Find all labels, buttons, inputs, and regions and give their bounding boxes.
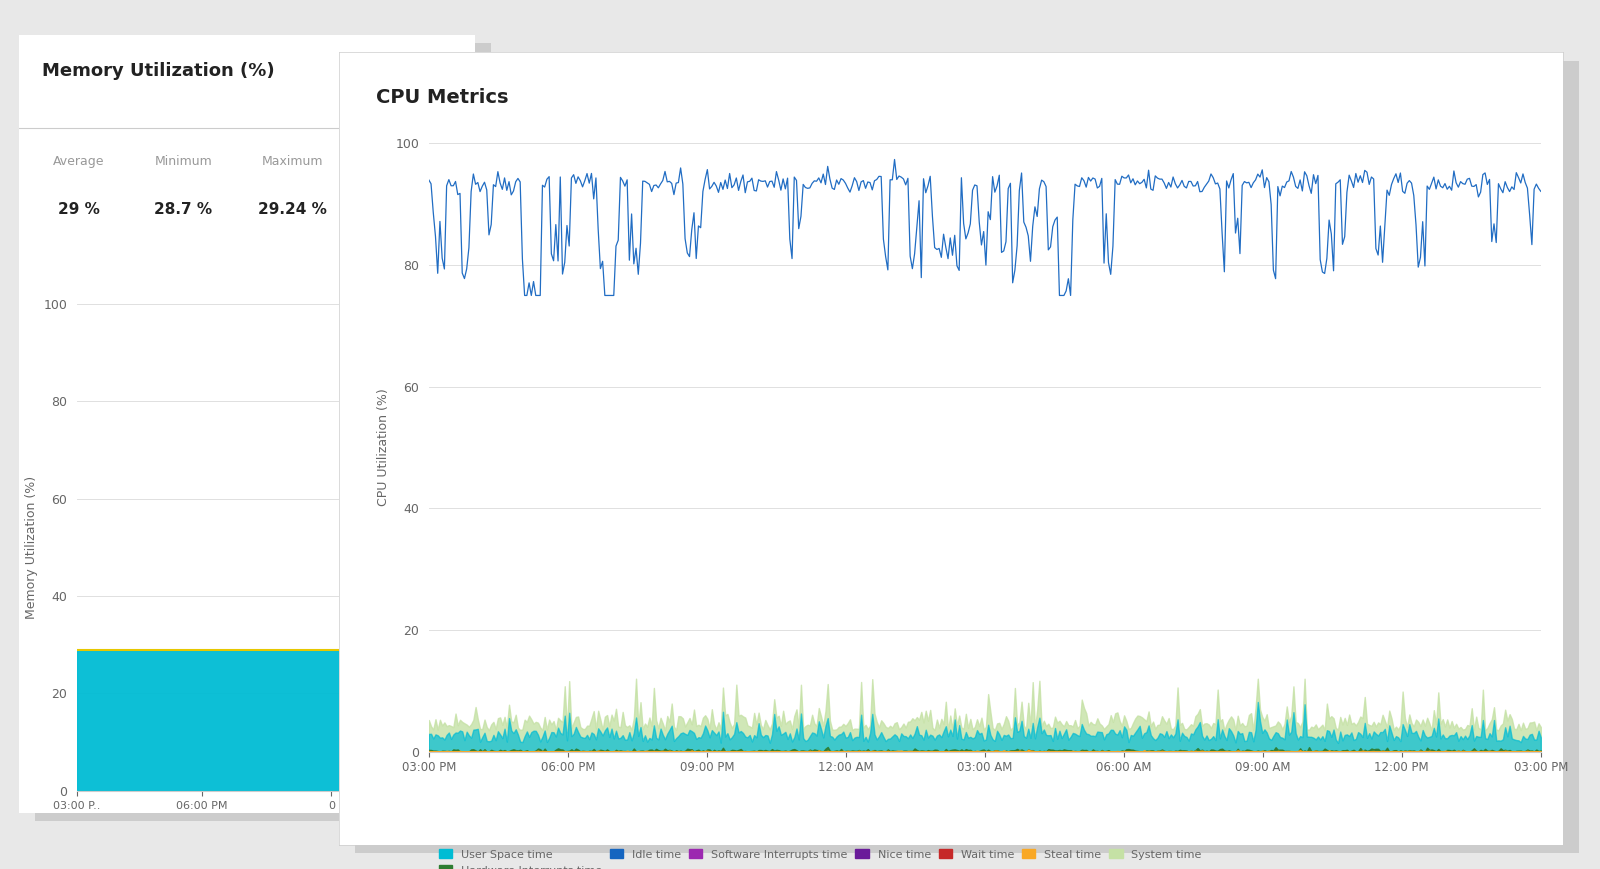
Text: 28.97 %: 28.97 % bbox=[358, 202, 427, 217]
Text: Memory Utilization (%): Memory Utilization (%) bbox=[42, 62, 275, 80]
Y-axis label: CPU Utilization (%): CPU Utilization (%) bbox=[376, 388, 390, 507]
Text: 28.7 %: 28.7 % bbox=[154, 202, 213, 217]
Text: Maximum: Maximum bbox=[262, 156, 323, 169]
Legend: User Space time, Hardware Interrupts time, Idle time, Software Interrupts time, : User Space time, Hardware Interrupts tim… bbox=[434, 845, 1206, 869]
Text: Minimum: Minimum bbox=[155, 156, 213, 169]
Text: Average: Average bbox=[53, 156, 104, 169]
Text: CPU Metrics: CPU Metrics bbox=[376, 88, 509, 107]
Y-axis label: Memory Utilization (%): Memory Utilization (%) bbox=[24, 476, 38, 619]
Text: 29.24 %: 29.24 % bbox=[258, 202, 328, 217]
Text: 29 %: 29 % bbox=[58, 202, 99, 217]
Text: 95th Percentile: 95th Percentile bbox=[346, 156, 440, 169]
